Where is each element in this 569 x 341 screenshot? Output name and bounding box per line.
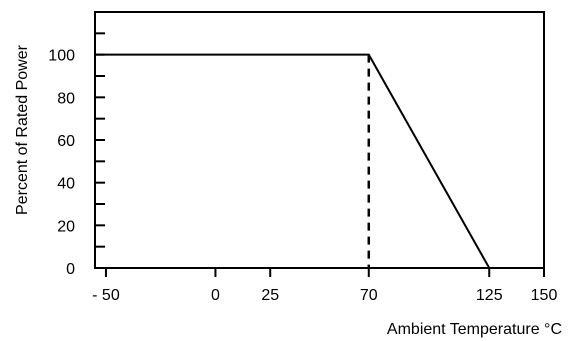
y-axis-ticks: 0 20 40 60 80 100 — [48, 32, 105, 278]
x-tick-label: 70 — [360, 287, 378, 304]
y-tick-label: 20 — [57, 218, 75, 235]
y-axis-title: Percent of Rated Power — [14, 44, 31, 215]
x-tick-label: 150 — [531, 287, 558, 304]
x-axis-title: Ambient Temperature °C — [387, 321, 562, 338]
x-axis-ticks: - 50 0 25 70 125 150 — [92, 268, 557, 304]
x-tick-label: 0 — [211, 287, 220, 304]
series-layer — [95, 53, 491, 269]
y-tick-label: 60 — [57, 133, 75, 150]
derating-curve — [95, 53, 491, 269]
y-tick-label: 40 — [57, 176, 75, 193]
y-tick-label: 100 — [48, 48, 75, 65]
x-tick-label: 25 — [261, 287, 279, 304]
y-tick-label: 80 — [57, 90, 75, 107]
x-tick-label: - 50 — [92, 287, 120, 304]
y-tick-label: 0 — [66, 261, 75, 278]
x-tick-label: 125 — [476, 287, 503, 304]
plot-frame — [94, 11, 545, 269]
